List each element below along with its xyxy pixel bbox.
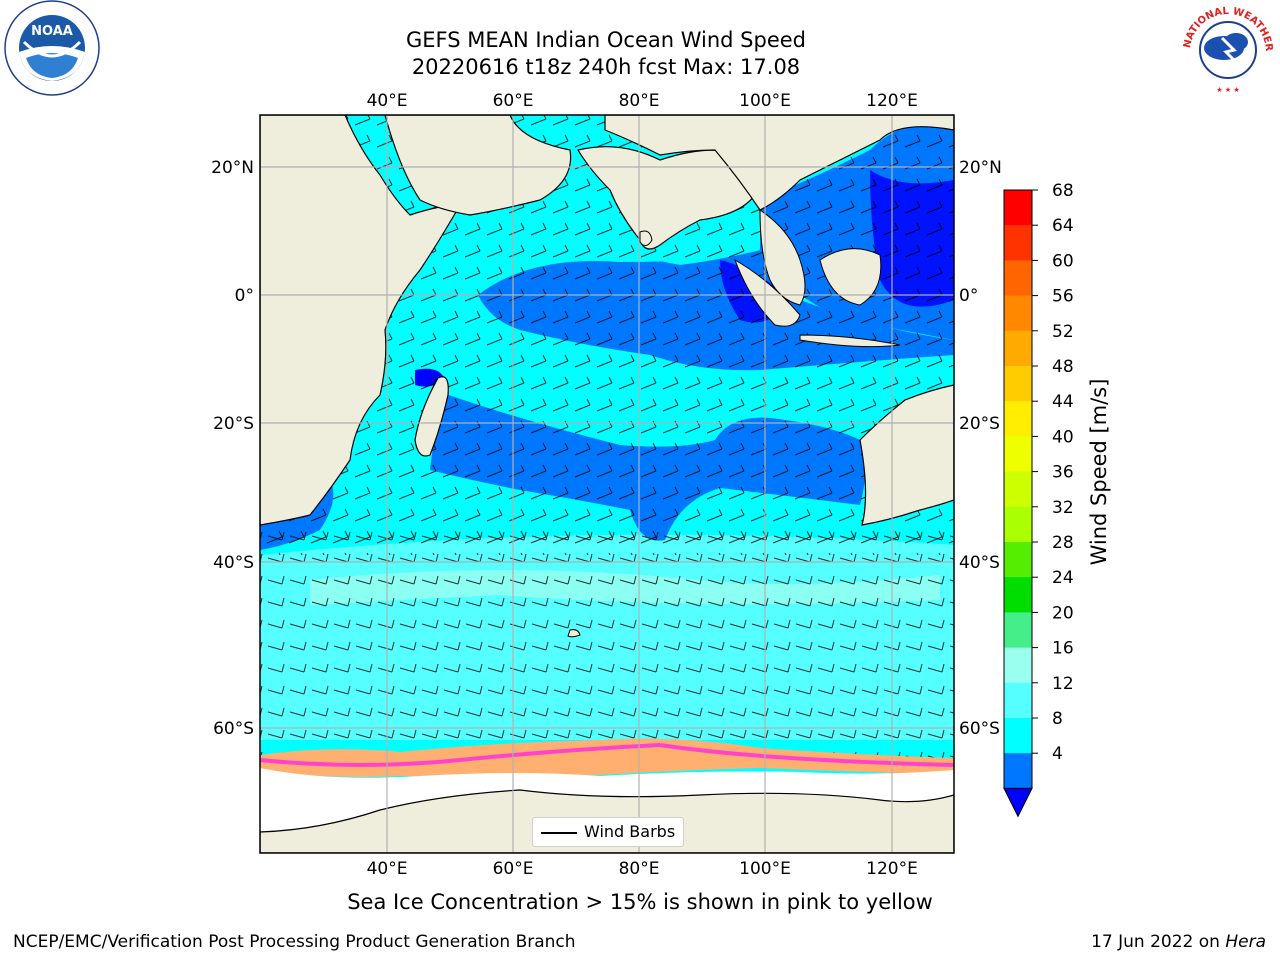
colorbar-segment (1004, 471, 1032, 508)
footer-date: 17 Jun 2022 on Hera (1091, 932, 1266, 952)
legend-label: Wind Barbs (584, 822, 676, 841)
colorbar: 68 64 60 56 52 48 44 40 36 32 28 24 20 16 12 8 4 (1003, 181, 1074, 818)
colorbar-tick-label: 68 (1052, 181, 1074, 201)
colorbar-segment (1004, 647, 1032, 684)
colorbar-tick-label: 36 (1052, 463, 1074, 483)
india (577, 146, 756, 250)
colorbar-tick-label: 32 (1052, 498, 1074, 518)
colorbar-segment (1004, 577, 1032, 613)
colorbar-segment (1004, 330, 1032, 367)
colorbar-segment (1004, 682, 1032, 719)
nws-logo: NATIONAL WEATHER SERVICE ★ ★ ★ (1178, 0, 1275, 95)
colorbar-tick-label: 20 (1052, 603, 1074, 623)
lat-tick-right: 60°S (959, 719, 1000, 739)
colorbar-segment (1004, 753, 1032, 789)
madagascar (414, 376, 449, 457)
colorbar-tick-label: 24 (1052, 568, 1074, 588)
footer-credit: NCEP/EMC/Verification Post Processing Pr… (13, 932, 576, 952)
map-subtitle: 20220616 t18z 240h fcst Max: 17.08 (411, 55, 801, 79)
noaa-logo-text: NOAA (31, 24, 73, 39)
lon-tick-top: 80°E (619, 91, 660, 111)
colorbar-segment (1004, 542, 1032, 578)
legend-line-icon (541, 832, 577, 834)
australia (859, 384, 954, 526)
lon-tick-top: 40°E (367, 91, 408, 111)
colorbar-segment (1004, 718, 1032, 754)
colorbar-segment (1004, 436, 1032, 473)
colorbar-tick-label: 60 (1052, 251, 1074, 271)
lon-tick-top: 120°E (866, 91, 918, 111)
noaa-logo: NOAA (4, 0, 100, 96)
lat-tick-right: 40°S (959, 553, 1000, 573)
lon-tick-top: 100°E (739, 91, 791, 111)
footer-host: Hera (1225, 932, 1266, 952)
lon-tick-bottom: 60°E (493, 859, 534, 879)
lat-tick-left: 60°S (213, 719, 254, 739)
colorbar-segment (1004, 295, 1032, 332)
sea-ice-note: Sea Ice Concentration > 15% is shown in … (347, 890, 933, 914)
colorbar-label: Wind Speed [m/s] (1087, 379, 1111, 566)
arabia (384, 115, 572, 216)
colorbar-tick-label: 8 (1052, 709, 1063, 729)
colorbar-tick-label: 64 (1052, 216, 1074, 236)
map-title: GEFS MEAN Indian Ocean Wind Speed (405, 28, 807, 52)
colorbar-segment (1004, 366, 1032, 402)
asia-mainland (604, 115, 954, 211)
footer-date-text: 17 Jun 2022 on (1091, 932, 1226, 952)
colorbar-extend-arrow (1003, 787, 1033, 818)
colorbar-tick-label: 28 (1052, 533, 1074, 553)
sea-ice-edge (260, 738, 954, 778)
lat-tick-right: 20°N (959, 158, 1002, 178)
map-frame (259, 114, 955, 854)
lat-tick-right: 20°S (959, 414, 1000, 434)
lat-tick-left: 0° (235, 286, 254, 306)
lon-tick-top: 60°E (493, 91, 534, 111)
colorbar-tick-label: 44 (1052, 392, 1074, 412)
gridlines (260, 115, 954, 853)
colorbar-segment (1004, 225, 1032, 261)
map-area (260, 115, 954, 853)
lon-tick-bottom: 40°E (367, 859, 408, 879)
lon-tick-bottom: 120°E (866, 859, 918, 879)
colorbar-tick-label: 40 (1052, 427, 1074, 447)
colorbar-segment (1004, 190, 1032, 226)
colorbar-tick-label: 12 (1052, 674, 1074, 694)
colorbar-segment (1004, 612, 1032, 649)
colorbar-tick-label: 16 (1052, 639, 1074, 659)
lon-tick-bottom: 100°E (739, 859, 791, 879)
lon-tick-bottom: 80°E (619, 859, 660, 879)
colorbar-tick-label: 56 (1052, 287, 1074, 307)
wind-barbs-legend: Wind Barbs (532, 817, 684, 847)
colorbar-frame (1003, 189, 1033, 789)
lat-tick-right: 0° (959, 286, 978, 306)
lat-tick-left: 20°N (211, 158, 254, 178)
colorbar-segment (1004, 506, 1032, 543)
colorbar-segment (1004, 401, 1032, 437)
colorbar-segment (1004, 260, 1032, 297)
colorbar-tick-label: 48 (1052, 357, 1074, 377)
wind-barbs-south (260, 520, 954, 760)
svg-text:★ ★ ★: ★ ★ ★ (1216, 86, 1239, 94)
lat-tick-left: 40°S (213, 553, 254, 573)
lat-tick-left: 20°S (213, 414, 254, 434)
colorbar-tick-label: 52 (1052, 322, 1074, 342)
colorbar-tick-label: 4 (1052, 744, 1063, 764)
